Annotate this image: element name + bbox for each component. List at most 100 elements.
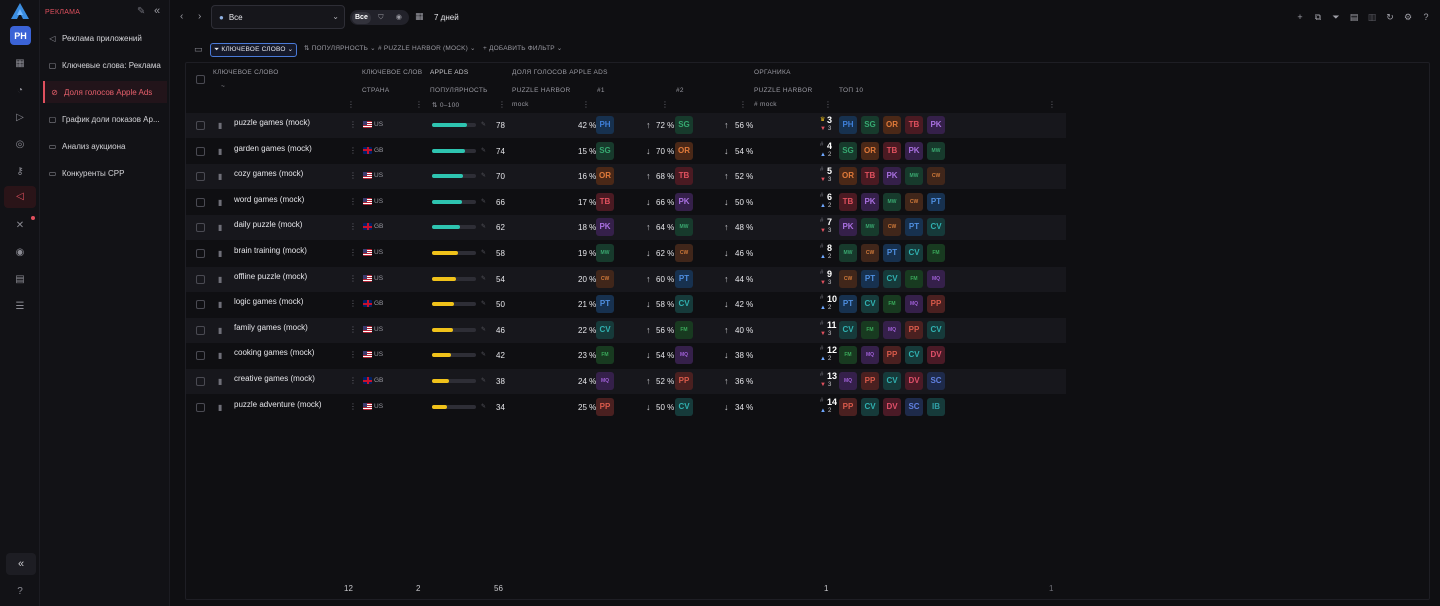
menu-item-auction-analysis[interactable]: ▭ Анализ аукциона	[43, 135, 167, 157]
app-badge[interactable]: FM	[905, 269, 923, 288]
app-badge[interactable]: TB	[596, 192, 614, 211]
menu-item-app-ads[interactable]: ◁ Реклама приложений	[43, 27, 167, 49]
app-badge[interactable]: SG	[839, 141, 857, 160]
settings-gear-icon[interactable]: ⚙	[1403, 12, 1413, 22]
col-header-keyword-truncated[interactable]: КЛЮЧЕВОЕ СЛОВ	[362, 69, 423, 76]
app-badge[interactable]: PP	[927, 295, 945, 314]
bar-chart-icon[interactable]: ▮	[218, 325, 223, 335]
app-badge[interactable]: PK	[861, 192, 879, 211]
row-menu-icon[interactable]: ⋮	[349, 401, 357, 411]
bar-chart-icon[interactable]: ▮	[218, 274, 223, 284]
bar-chart-icon[interactable]: ▮	[218, 300, 223, 310]
keyword-text[interactable]: family games (mock)	[234, 322, 308, 332]
app-badge[interactable]: DV	[883, 397, 901, 416]
calendar-icon[interactable]: ▦	[415, 11, 424, 21]
app-logo-icon[interactable]	[11, 3, 29, 19]
shield-icon[interactable]: ⛉	[378, 13, 384, 21]
app-badge[interactable]: MW	[905, 167, 923, 186]
app-badge[interactable]: FM	[861, 320, 879, 339]
app-badge[interactable]: PP	[883, 346, 901, 365]
menu-item-impression-share-chart[interactable]: ▢ График доли показов Ap...	[43, 108, 167, 130]
row-checkbox[interactable]	[196, 223, 205, 233]
keyword-text[interactable]: brain training (mock)	[234, 246, 307, 255]
row-checkbox[interactable]	[196, 146, 205, 156]
row-checkbox[interactable]	[196, 172, 205, 182]
table-row[interactable]: ▮ word games (mock) ⋮ US ✎ 66 17 % TB ↓ 66 % PK ↓ 50…	[186, 190, 1066, 215]
bar-chart-icon[interactable]: ▮	[218, 146, 223, 156]
column-menu-icon[interactable]: ⋮	[582, 100, 590, 109]
edit-icon[interactable]: ✎	[481, 173, 487, 180]
col-header-keyword[interactable]: КЛЮЧЕВОЕ СЛОВО	[213, 69, 279, 76]
table-row[interactable]: ▮ family games (mock) ⋮ US ✎ 46 22 % CV ↑ 56 % FM ↑…	[186, 317, 1066, 343]
edit-pencil-icon[interactable]: ✎	[137, 6, 146, 17]
app-badge[interactable]: CV	[927, 320, 945, 339]
app-badge[interactable]: PT	[596, 295, 614, 314]
table-row[interactable]: ▮ cooking games (mock) ⋮ US ✎ 42 23 % FM ↓ 54 % MQ…	[186, 343, 1066, 368]
keyword-text[interactable]: puzzle adventure (mock)	[234, 399, 322, 409]
col-header-organic[interactable]: ОРГАНИКА	[754, 69, 791, 76]
edit-icon[interactable]: ✎	[481, 198, 487, 205]
layout-icon[interactable]: ▭	[194, 44, 203, 54]
keyword-text[interactable]: cooking games (mock)	[234, 348, 315, 358]
row-checkbox[interactable]	[196, 274, 205, 284]
row-menu-icon[interactable]: ⋮	[349, 248, 357, 257]
column-menu-icon[interactable]: ⋮	[498, 100, 506, 109]
bar-chart-icon[interactable]: ▮	[218, 197, 223, 207]
column-menu-icon[interactable]: ⋮	[661, 100, 669, 109]
row-menu-icon[interactable]: ⋮	[349, 273, 357, 283]
table-row[interactable]: ▮ garden games (mock) ⋮ GB ✎ 74 15 % SG ↓ 70 % OR ↓…	[186, 139, 1066, 164]
app-badge[interactable]: DV	[927, 346, 945, 365]
table-row[interactable]: ▮ offline puzzle (mock) ⋮ US ✎ 54 20 % CW ↑ 60 % P…	[186, 266, 1066, 292]
edit-icon[interactable]: ✎	[481, 275, 487, 282]
table-row[interactable]: ▮ puzzle games (mock) ⋮ US ✎ 78 42 % PH ↑ 72 % SG ↑…	[186, 113, 1066, 138]
row-menu-icon[interactable]: ⋮	[349, 299, 357, 309]
app-badge[interactable]: CV	[883, 269, 901, 288]
app-badge[interactable]: CV	[675, 295, 693, 314]
app-badge[interactable]: CW	[675, 244, 693, 262]
app-badge[interactable]: SG	[861, 116, 879, 134]
table-row[interactable]: ▮ brain training (mock) ⋮ US ✎ 58 19 % MW ↓ 62 % C…	[186, 241, 1066, 266]
col-header-rank1[interactable]: #1	[597, 87, 605, 94]
dashboard-icon[interactable]: ▦	[15, 58, 25, 69]
app-badge[interactable]: MW	[596, 244, 614, 262]
row-menu-icon[interactable]: ⋮	[349, 376, 357, 385]
app-badge[interactable]: PT	[883, 244, 901, 262]
trash-icon[interactable]: ▥	[1367, 12, 1377, 22]
app-badge[interactable]: PT	[927, 192, 945, 211]
app-badge[interactable]: CV	[905, 244, 923, 262]
timer-icon[interactable]: ◔	[16, 85, 24, 96]
app-badge[interactable]: OR	[883, 116, 901, 134]
app-badge[interactable]: OR	[861, 141, 879, 160]
row-checkbox[interactable]	[196, 197, 205, 207]
keyword-text[interactable]: word games (mock)	[234, 194, 305, 204]
app-badge[interactable]: PP	[839, 397, 857, 416]
app-badge[interactable]: PP	[861, 372, 879, 390]
date-range-label[interactable]: 7 дней	[434, 13, 459, 22]
app-badge[interactable]: MQ	[927, 269, 945, 288]
broadcast-icon[interactable]: ◉	[15, 247, 25, 258]
app-badge[interactable]: CV	[839, 320, 857, 339]
segment-all[interactable]: Все	[352, 11, 371, 24]
person-icon[interactable]: ◉	[395, 13, 402, 21]
app-badge[interactable]: PT	[675, 269, 693, 288]
keyword-text[interactable]: daily puzzle (mock)	[234, 220, 303, 230]
megaphone-icon[interactable]: ◁	[4, 186, 36, 208]
help-icon[interactable]: ?	[17, 586, 23, 597]
table-row[interactable]: ▮ daily puzzle (mock) ⋮ GB ✎ 62 18 % PK ↑ 64 % MW ↑…	[186, 215, 1066, 241]
row-checkbox[interactable]	[196, 249, 205, 258]
keyword-text[interactable]: cozy games (mock)	[234, 169, 304, 179]
app-badge[interactable]: CW	[596, 269, 614, 288]
app-badge[interactable]: CW	[927, 167, 945, 186]
col-header-apple-ads[interactable]: APPLE ADS	[430, 69, 469, 76]
row-checkbox[interactable]	[196, 121, 205, 130]
menu-item-keywords-ads[interactable]: ▢ Ключевые слова: Реклама	[43, 54, 167, 76]
col-header-share-of-voice[interactable]: ДОЛЯ ГОЛОСОВ APPLE ADS	[512, 69, 608, 76]
column-menu-icon[interactable]: ⋮	[347, 100, 355, 109]
app-badge[interactable]: MQ	[839, 372, 857, 390]
row-menu-icon[interactable]: ⋮	[349, 222, 357, 232]
app-badge[interactable]: CW	[839, 269, 857, 288]
app-badge[interactable]: PT	[861, 269, 879, 288]
edit-icon[interactable]: ✎	[481, 147, 487, 154]
app-badge[interactable]: PK	[927, 116, 945, 134]
app-badge[interactable]: TB	[883, 141, 901, 160]
